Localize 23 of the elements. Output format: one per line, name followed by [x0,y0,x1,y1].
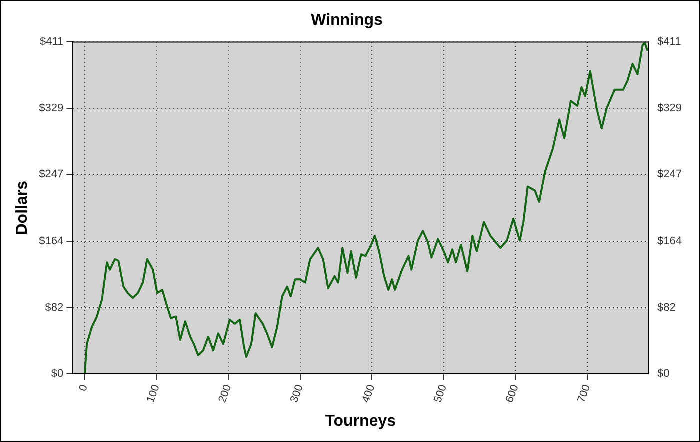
y2-tick-label: $82 [658,302,676,314]
y-tick-label: $0 [51,368,64,380]
y2-tick-label: $411 [658,36,682,48]
x-tick-label: 0 [77,383,91,394]
y2-tick-label: $0 [658,368,670,380]
chart-title: Winnings [311,12,384,30]
x-tick-label: 200 [216,383,234,405]
y-tick-label: $164 [39,236,64,248]
x-tick-label: 100 [144,383,162,405]
y-axis-title: Dollars [14,180,32,236]
y2-tick-label: $329 [658,102,682,114]
x-tick-label: 700 [576,383,594,405]
y2-tick-label: $247 [658,168,682,181]
x-tick-label: 300 [288,383,306,405]
y-tick-label: $329 [39,102,64,114]
y-tick-label: $247 [39,168,64,181]
y2-tick-label: $164 [658,236,682,248]
y-tick-label: $82 [45,302,64,314]
x-tick-label: 500 [432,383,450,405]
x-axis-title: Tourneys [325,412,396,430]
y-tick-label: $411 [40,36,64,48]
x-tick-label: 400 [360,383,378,405]
x-tick-label: 600 [504,383,522,405]
